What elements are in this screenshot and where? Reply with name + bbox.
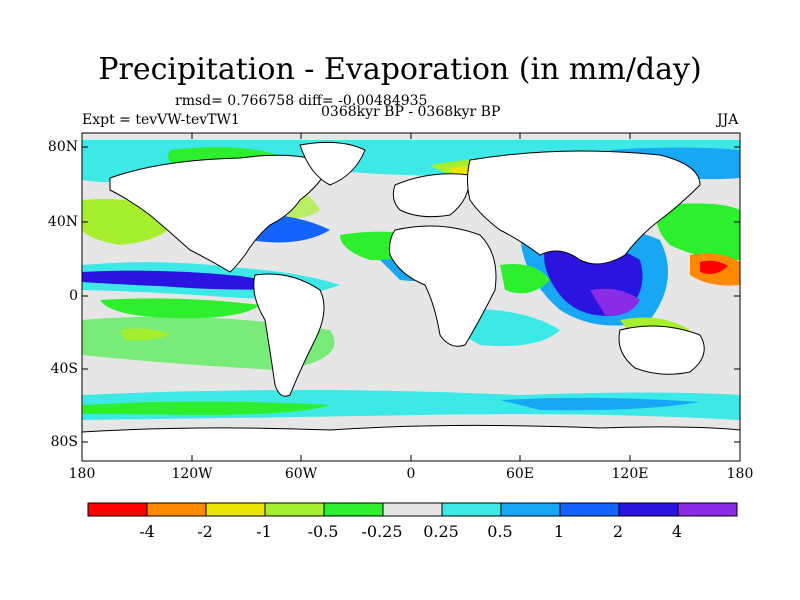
colorbar-label: -2 (197, 522, 213, 541)
asia (467, 150, 701, 265)
colorbar-label: 2 (612, 522, 624, 541)
colorbar-swatch (323, 502, 384, 517)
colorbar-swatch (559, 502, 620, 517)
contour-arabian-green (500, 264, 550, 294)
land-masses (82, 141, 740, 461)
x-tick-60e: 60E (505, 466, 535, 482)
x-tick-120w: 120W (171, 466, 213, 482)
experiment-label: Expt = tevVW-tevTW1 (82, 112, 240, 128)
colorbar-swatch (205, 502, 266, 517)
y-tick-0: 0 (69, 288, 78, 304)
map-title: Precipitation - Evaporation (in mm/day) (98, 52, 702, 87)
contour-southern-green (82, 401, 330, 415)
colorbar-label: 0.5 (487, 522, 513, 541)
contour-indian-purple (590, 288, 640, 316)
x-tick-120e: 120E (611, 466, 649, 482)
y-tick-40s: 40S (50, 361, 78, 377)
south-america (253, 273, 325, 397)
colorbar-label: 4 (671, 522, 683, 541)
north-america (109, 154, 331, 273)
colorbar-label: 0.25 (423, 522, 459, 541)
contour-itcz-blue (82, 270, 300, 290)
colorbar-swatch (677, 502, 738, 517)
europe (392, 173, 471, 218)
contour-wpacific-green (656, 203, 740, 260)
y-tick-80s: 80S (50, 434, 78, 450)
colorbar-swatch (146, 502, 207, 517)
period-label: 0368kyr BP - 0368kyr BP (321, 104, 501, 120)
antarctica (82, 424, 740, 461)
colorbar-swatch (87, 502, 148, 517)
x-tick-180w: 180 (68, 466, 96, 482)
colorbar-label: 1 (553, 522, 565, 541)
y-tick-40n: 40N (47, 214, 78, 230)
contour-wpacific-red (700, 260, 728, 274)
colorbar (87, 502, 738, 517)
colorbar-label: -4 (139, 522, 155, 541)
colorbar-label: -0.5 (307, 522, 339, 541)
contour-spacific-lightgreen (120, 328, 170, 341)
colorbar-swatch (382, 502, 443, 517)
colorbar-swatch (264, 502, 325, 517)
season-label: JJA (717, 112, 739, 128)
greenland (299, 141, 366, 186)
africa (389, 225, 497, 347)
x-tick-180e: 180 (726, 466, 754, 482)
colorbar-swatch (500, 502, 561, 517)
contour-itcz-green (100, 298, 260, 319)
colorbar-label: -1 (256, 522, 272, 541)
colorbar-swatch (618, 502, 679, 517)
x-tick-0: 0 (406, 466, 416, 482)
y-tick-80n: 80N (47, 139, 78, 155)
stats-text: rmsd= 0.766758 diff= -0.00484935 (175, 93, 428, 109)
x-tick-60w: 60W (284, 466, 318, 482)
colorbar-swatch (441, 502, 502, 517)
axis-ticks (81, 133, 741, 461)
contour-southern-blue (500, 397, 700, 411)
australia (618, 325, 705, 375)
colorbar-label: -0.25 (361, 522, 403, 541)
